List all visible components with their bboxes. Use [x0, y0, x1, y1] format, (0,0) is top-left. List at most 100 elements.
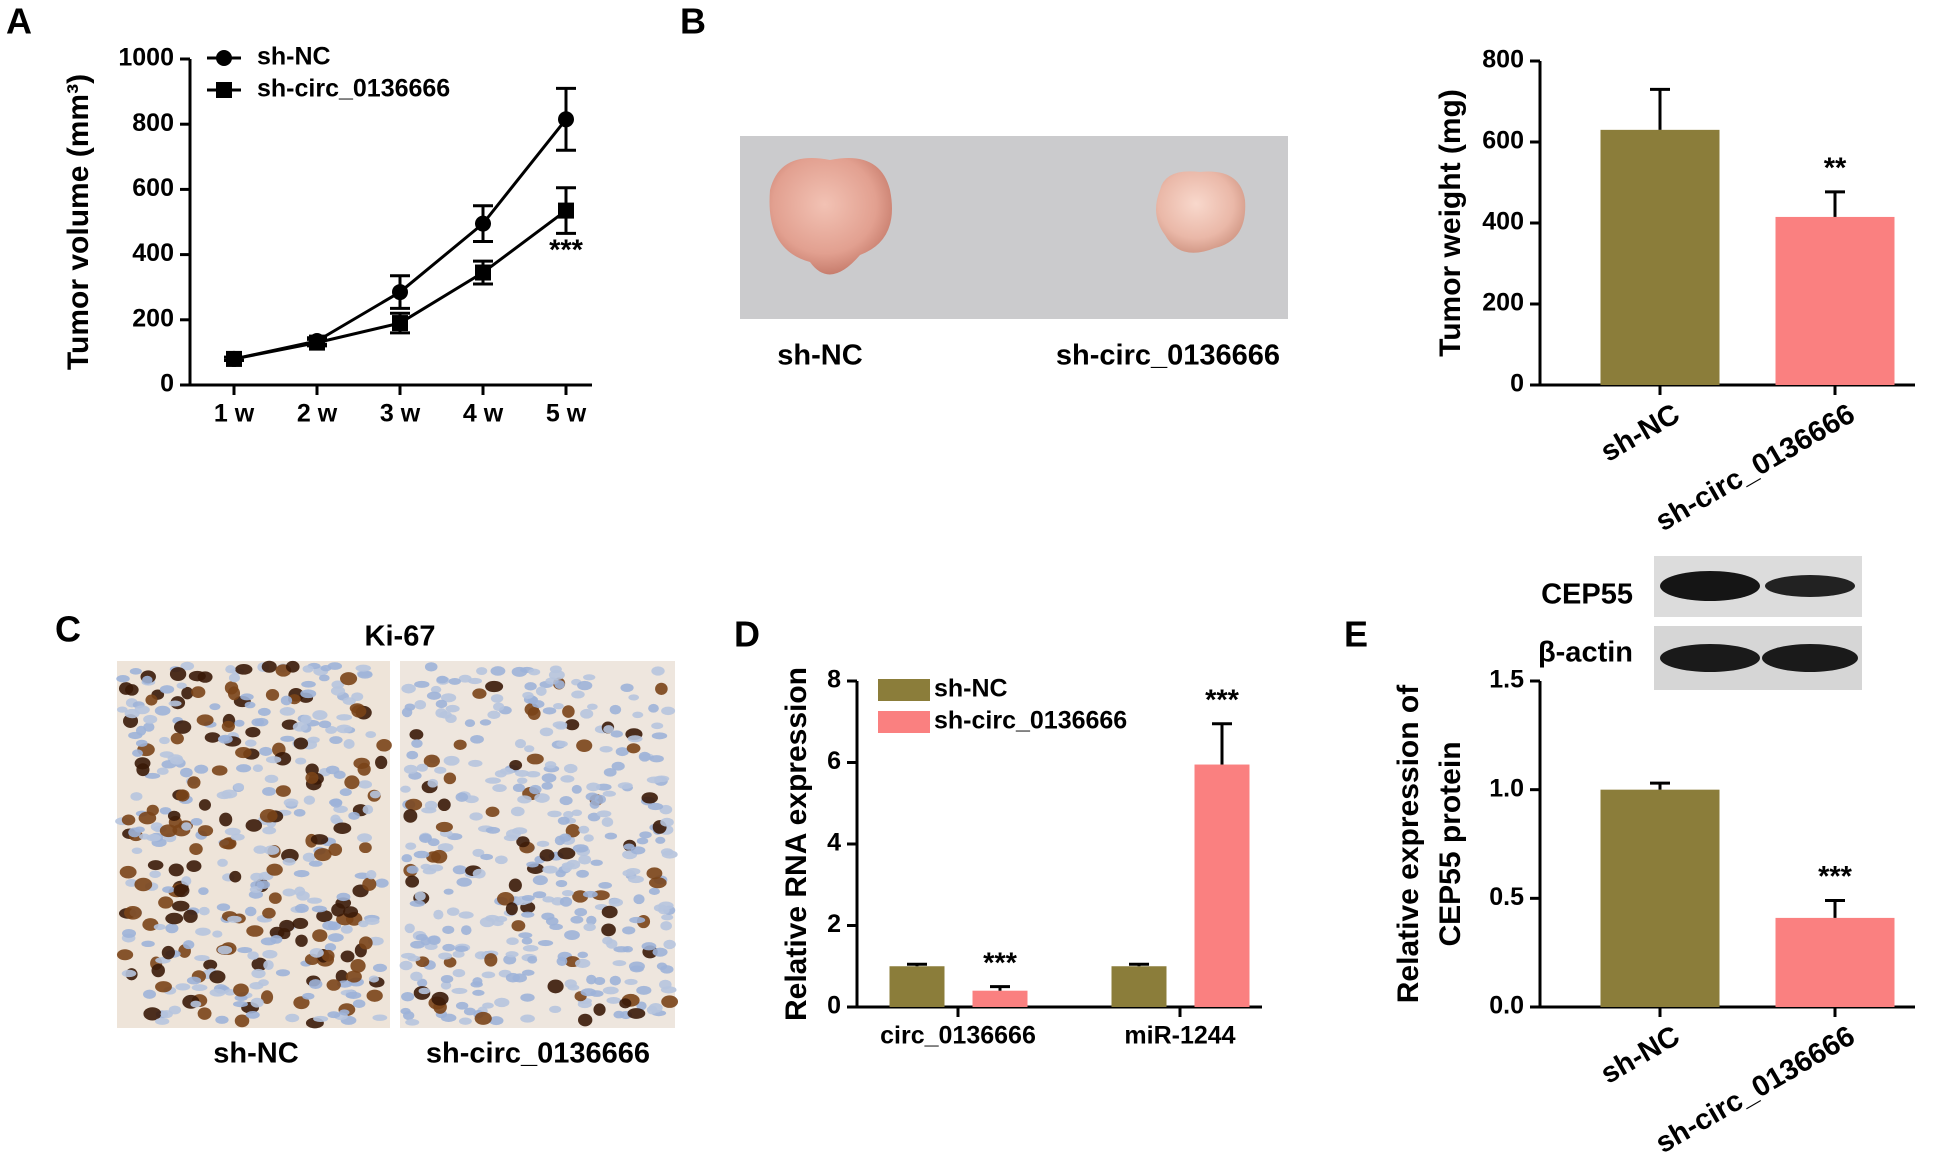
- x-tick-label: sh-circ_0136666: [1650, 1020, 1860, 1153]
- nucleus: [521, 895, 535, 902]
- nucleus: [312, 929, 328, 942]
- nucleus: [648, 703, 659, 713]
- nucleus: [311, 905, 327, 913]
- nucleus: [145, 694, 158, 706]
- nucleus: [594, 794, 606, 804]
- nucleus: [237, 946, 253, 954]
- nucleus: [485, 826, 501, 834]
- nucleus: [293, 870, 310, 878]
- nucleus: [479, 917, 495, 928]
- nucleus: [660, 921, 672, 931]
- nucleus: [539, 849, 555, 862]
- nucleus: [527, 707, 541, 720]
- nucleus: [198, 906, 210, 916]
- nucleus: [403, 764, 418, 774]
- nucleus: [159, 824, 178, 838]
- point: [226, 350, 242, 367]
- nucleus: [190, 1000, 202, 1008]
- panel-letter: A: [6, 1, 32, 42]
- nucleus: [234, 994, 248, 1002]
- nucleus: [196, 714, 214, 726]
- point: [309, 334, 325, 351]
- nucleus: [646, 867, 663, 880]
- nucleus: [372, 963, 388, 973]
- nucleus: [480, 853, 494, 861]
- nucleus: [336, 724, 353, 734]
- nucleus: [198, 799, 211, 811]
- nucleus: [244, 701, 256, 709]
- nucleus: [116, 949, 134, 961]
- nucleus: [609, 704, 622, 715]
- nucleus: [330, 686, 346, 696]
- nucleus: [344, 775, 360, 790]
- nucleus: [147, 860, 164, 871]
- annotation: **: [1824, 152, 1847, 184]
- nucleus: [563, 763, 578, 774]
- nucleus: [320, 665, 332, 672]
- nucleus: [282, 888, 296, 897]
- nucleus: [172, 900, 190, 912]
- nucleus: [209, 988, 226, 997]
- nucleus: [583, 923, 596, 932]
- nucleus: [532, 700, 545, 709]
- x-tick-label: 4 w: [463, 400, 504, 428]
- nucleus: [452, 865, 467, 875]
- y-tick-label: 400: [1482, 208, 1524, 236]
- nucleus: [435, 821, 453, 833]
- nucleus: [516, 777, 528, 784]
- photo-label: sh-circ_0136666: [1056, 340, 1280, 372]
- nucleus: [134, 877, 153, 892]
- nucleus: [251, 718, 264, 727]
- nucleus: [279, 919, 295, 933]
- nucleus: [136, 763, 150, 777]
- nucleus: [153, 923, 166, 931]
- nucleus: [606, 996, 621, 1004]
- nucleus: [264, 774, 279, 784]
- nucleus: [401, 991, 415, 1002]
- nucleus: [526, 861, 539, 868]
- nucleus: [445, 704, 460, 713]
- nucleus: [376, 738, 392, 752]
- nucleus: [330, 814, 341, 824]
- nucleus: [469, 812, 483, 821]
- nucleus: [314, 848, 332, 862]
- nucleus: [440, 1013, 457, 1023]
- nucleus: [641, 942, 657, 951]
- nucleus: [663, 939, 676, 950]
- nucleus: [458, 674, 472, 683]
- nucleus: [219, 812, 233, 827]
- x-tick-label: circ_0136666: [880, 1022, 1036, 1050]
- nucleus: [440, 981, 452, 990]
- bar: [889, 966, 945, 1007]
- nucleus: [121, 969, 137, 978]
- nucleus: [351, 705, 367, 718]
- nucleus: [430, 685, 442, 694]
- nucleus: [217, 945, 233, 955]
- nucleus: [575, 958, 591, 969]
- nucleus: [293, 996, 310, 1010]
- nucleus: [173, 720, 192, 734]
- nucleus: [563, 811, 574, 819]
- nucleus: [570, 915, 584, 924]
- nucleus: [159, 807, 172, 815]
- nucleus: [326, 979, 341, 991]
- nucleus: [661, 914, 674, 921]
- nucleus: [485, 806, 500, 818]
- nucleus: [586, 915, 597, 925]
- nucleus: [343, 739, 355, 749]
- nucleus: [182, 940, 195, 950]
- nucleus: [493, 702, 505, 711]
- nucleus: [542, 896, 555, 903]
- nucleus: [443, 888, 454, 895]
- nucleus: [544, 761, 557, 769]
- nucleus: [472, 688, 487, 699]
- nucleus: [485, 777, 501, 784]
- nucleus: [143, 1007, 162, 1021]
- nucleus: [162, 886, 175, 894]
- nucleus: [189, 843, 203, 855]
- nucleus: [345, 991, 362, 999]
- nucleus: [368, 975, 380, 983]
- nucleus: [159, 751, 174, 758]
- nucleus: [586, 782, 601, 792]
- nucleus: [611, 761, 625, 771]
